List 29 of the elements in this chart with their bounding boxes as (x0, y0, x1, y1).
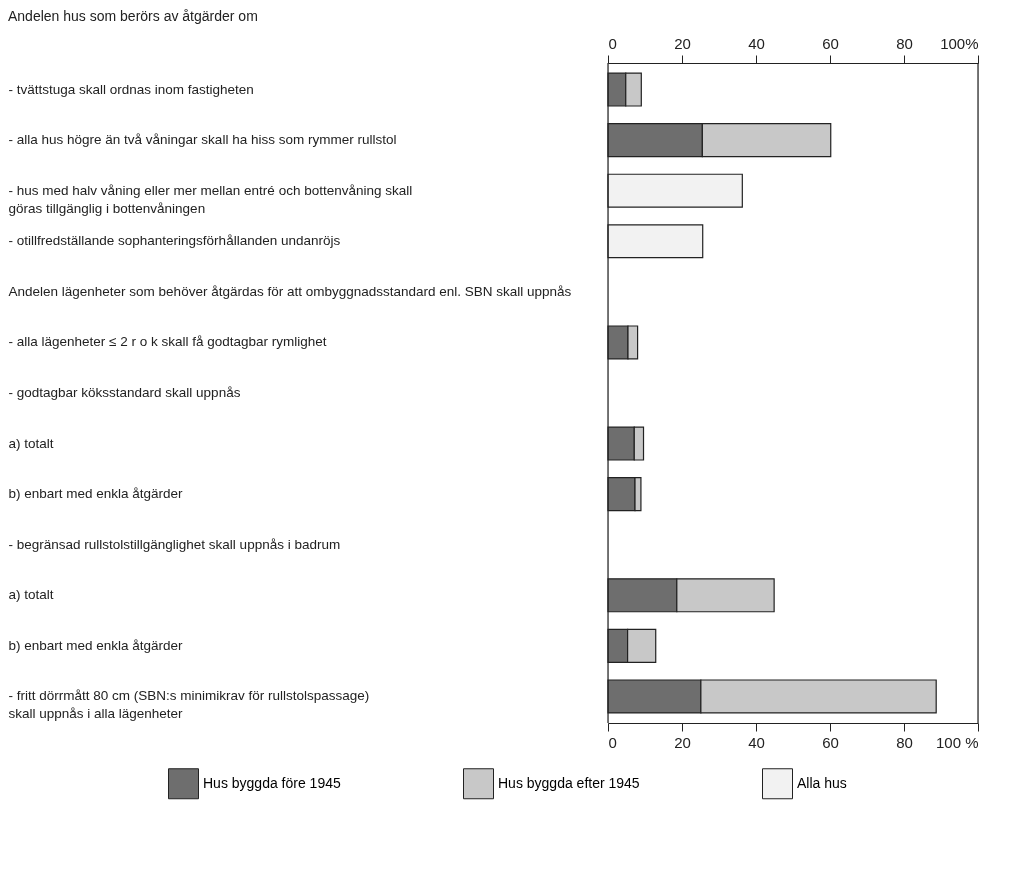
y-tick-label: Andelen lägenheter som behöver åtgärdas för att ombyggnadsstandard enl. SBN skall uppnås (8, 283, 572, 299)
y-tick-label: - alla hus högre än två våningar skall ha hiss som rymmer rullstol (8, 132, 397, 148)
x2-tick-label: 80 (896, 34, 913, 52)
legend-label: Hus byggda efter 1945 (498, 774, 640, 791)
y-tick-label: a) totalt (8, 587, 54, 603)
x-tick-label: 20 (674, 733, 691, 751)
y-tick-label: - hus med halv våning eller mer mellan entré och bottenvåning skall göras tillgänglig i bottenvåningen (8, 182, 413, 216)
y-tick-label: a) totalt (8, 435, 54, 451)
y-tick-label: - fritt dörrmått 80 cm (SBN:s minimikrav för rullstolspassage) skall uppnås i alla lägenheter (8, 688, 370, 722)
x-tick-label: 100 % (935, 733, 979, 751)
legend-label: Alla hus (797, 774, 847, 791)
x-tick-label: 60 (822, 733, 839, 751)
x2-tick-label: 40 (748, 34, 765, 52)
y-tick-label: b) enbart med enkla åtgärder (8, 486, 184, 502)
y-tick-label: - tvättstuga skall ordnas inom fastigheten (8, 81, 254, 97)
x2-tick-label: 20 (674, 34, 691, 52)
y-tick-label: - alla lägenheter ≤ 2 r o k skall få godtagbar rymlighet (8, 334, 327, 350)
y-tick-label: - otillfredställande sophanteringsförhållanden undanröjs (8, 233, 341, 249)
y-tick-label: b) enbart med enkla åtgärder (8, 637, 184, 653)
x2-tick-label: 60 (822, 34, 839, 52)
text: Andelen hus som berörs av åtgärder om (8, 8, 258, 24)
x-tick-label: 80 (896, 733, 913, 751)
x2-tick-label: 0 (608, 34, 617, 52)
legend-label: Hus byggda före 1945 (203, 774, 341, 791)
x-tick-label: 0 (608, 733, 617, 751)
y-tick-label: - begränsad rullstolstillgänglighet skall uppnås i badrum (8, 536, 341, 552)
x-tick-label: 40 (748, 733, 765, 751)
x2-tick-label: 100% (940, 34, 979, 52)
y-tick-label: - godtagbar köksstandard skall uppnås (8, 385, 241, 400)
